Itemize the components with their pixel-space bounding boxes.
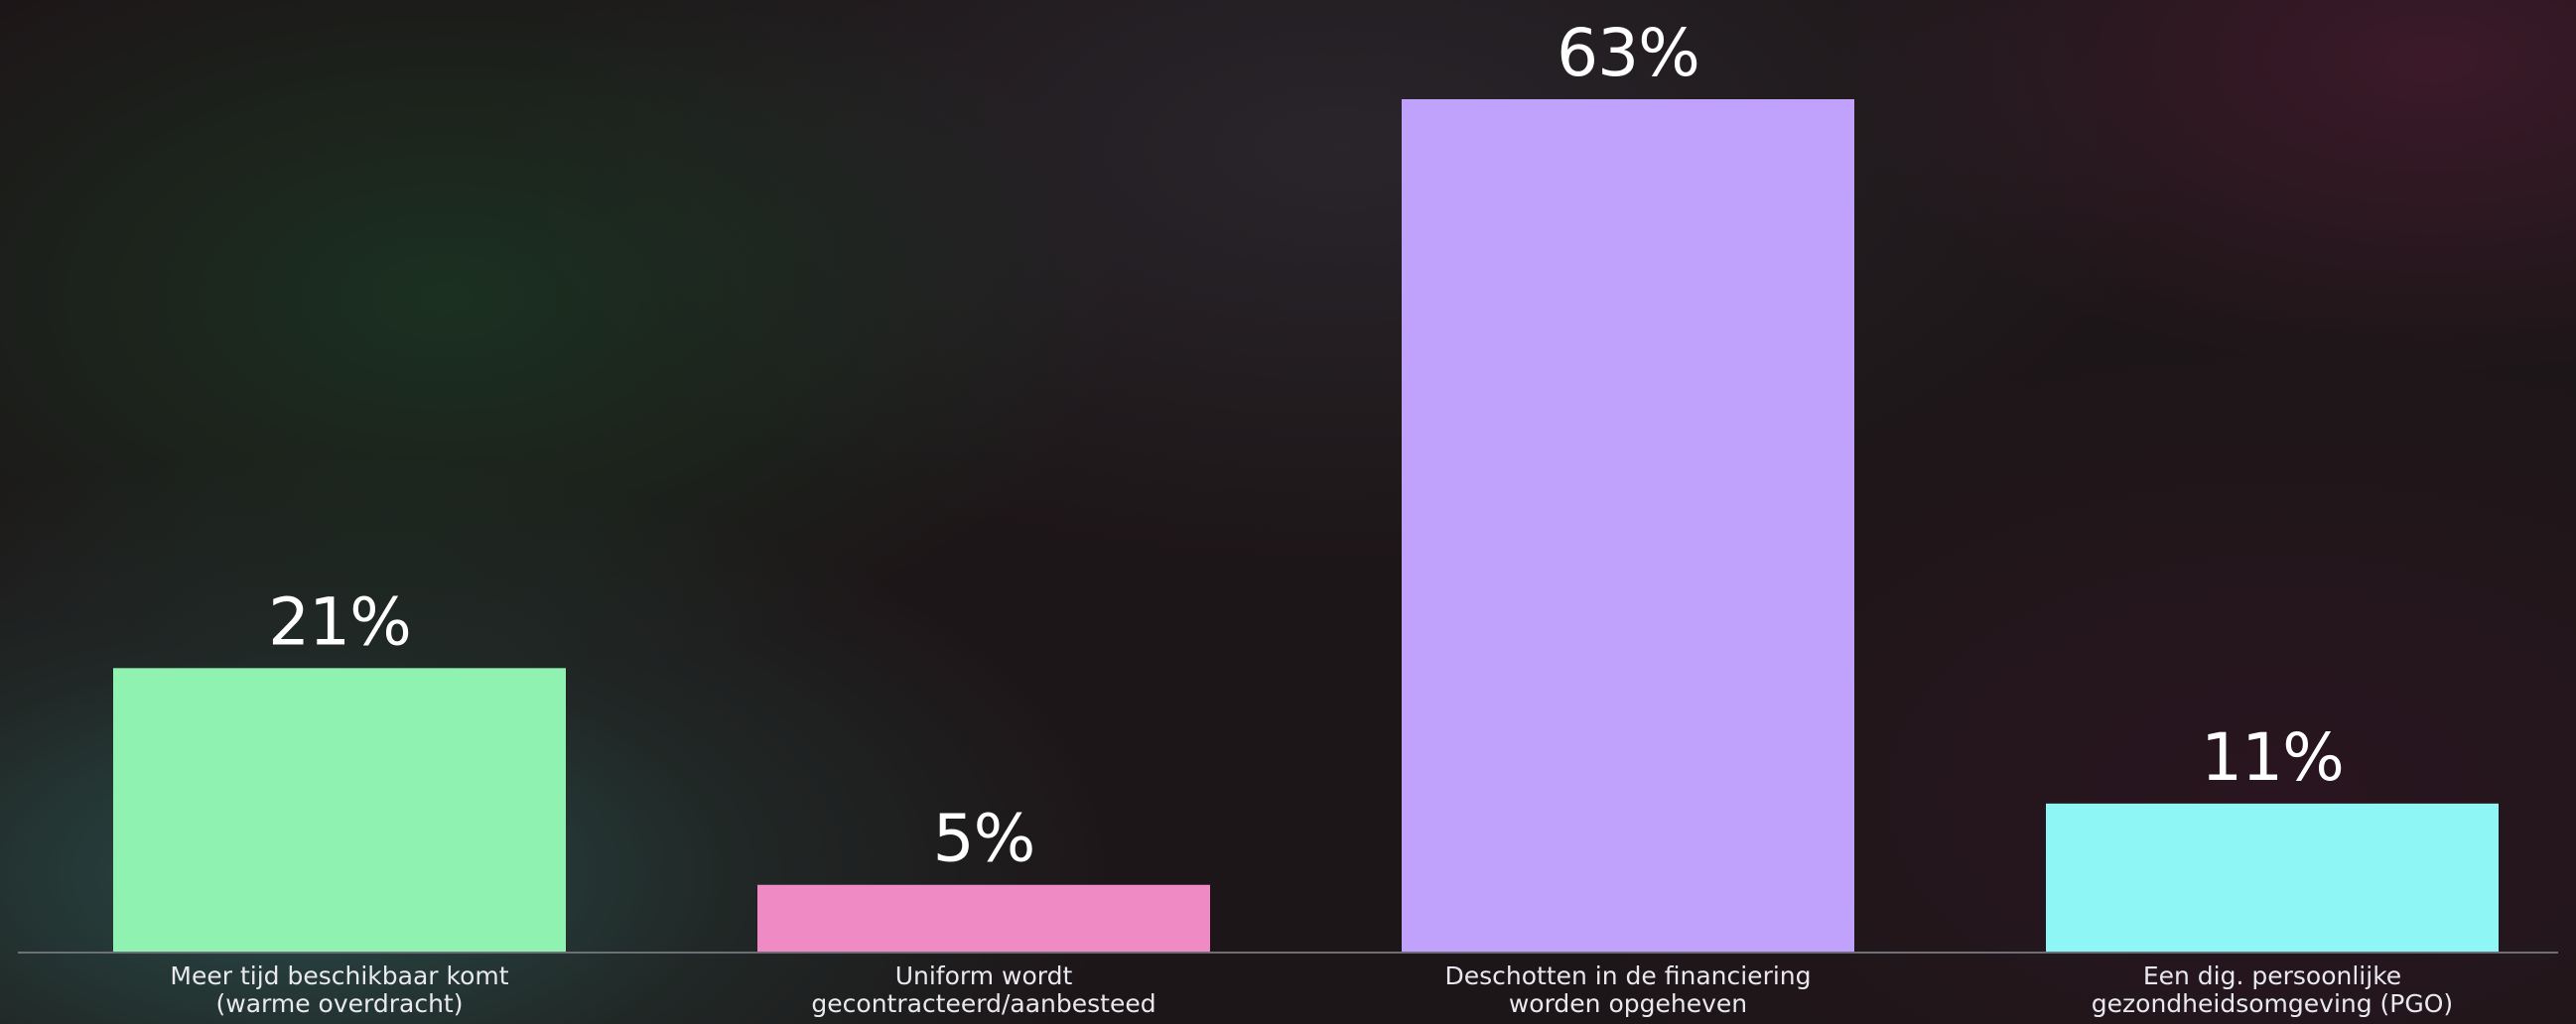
value-label-3: 63% [1557, 15, 1699, 91]
category-label-2-line-1: Uniform wordt [895, 961, 1073, 990]
bar-3 [1402, 99, 1854, 953]
value-label-1: 21% [268, 583, 411, 660]
category-labels-group: Meer tijd beschikbaar komt(warme overdra… [170, 961, 2453, 1018]
category-label-1-line-1: Meer tijd beschikbaar komt [170, 961, 508, 990]
bar-2 [757, 884, 1210, 953]
value-label-4: 11% [2201, 719, 2344, 796]
category-label-1-line-2: (warme overdracht) [216, 989, 464, 1018]
bar-4 [2046, 803, 2499, 953]
value-label-2: 5% [933, 801, 1035, 877]
category-label-2-line-2: gecontracteerd/aanbesteed [811, 989, 1155, 1018]
value-labels-group: 21% 5% 63% 11% [268, 15, 2345, 877]
category-label-4-line-2: gezondheidsomgeving (PGO) [2092, 989, 2453, 1018]
category-label-3-line-1: Deschotten in de financiering [1444, 961, 1811, 990]
category-label-3-line-2: worden opgeheven [1509, 989, 1747, 1018]
category-label-4-line-1: Een dig. persoonlijke [2143, 961, 2401, 990]
bar-1 [113, 668, 566, 953]
bars-group [113, 99, 2499, 953]
